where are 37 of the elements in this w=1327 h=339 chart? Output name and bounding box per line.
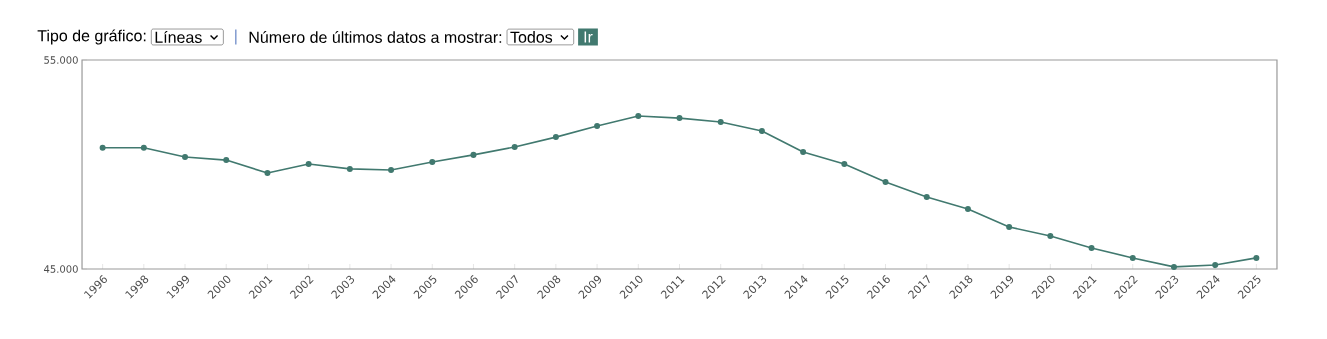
point [511, 143, 518, 150]
point [223, 157, 230, 164]
point [1212, 262, 1219, 269]
point [1088, 245, 1095, 252]
point [182, 153, 189, 160]
point [1006, 223, 1013, 230]
point [594, 123, 601, 130]
point [841, 161, 848, 168]
point [388, 166, 395, 173]
point [1129, 254, 1136, 261]
text: | [235, 29, 237, 45]
point [305, 161, 312, 168]
point [758, 128, 765, 135]
point [964, 206, 971, 213]
point [676, 115, 683, 122]
point [264, 170, 271, 177]
text: Todos [510, 31, 553, 43]
point [470, 151, 477, 158]
point [346, 165, 353, 172]
point [99, 144, 106, 151]
point [635, 113, 642, 119]
point [552, 134, 559, 141]
point [717, 119, 724, 126]
text: Número de últimos datos a mostrar: [249, 31, 502, 43]
point [140, 144, 147, 151]
text: Ir [584, 31, 593, 43]
text: Líneas [155, 31, 202, 43]
point [1253, 254, 1260, 261]
y-tick-label: 55.000 [44, 56, 78, 64]
point [923, 194, 930, 201]
point [800, 148, 807, 155]
point [1047, 232, 1054, 239]
point [429, 158, 436, 165]
point [882, 179, 889, 186]
y-tick-label: 45.000 [43, 265, 78, 273]
text: Tipo de gráfico: [37, 29, 146, 45]
point [1170, 263, 1177, 270]
